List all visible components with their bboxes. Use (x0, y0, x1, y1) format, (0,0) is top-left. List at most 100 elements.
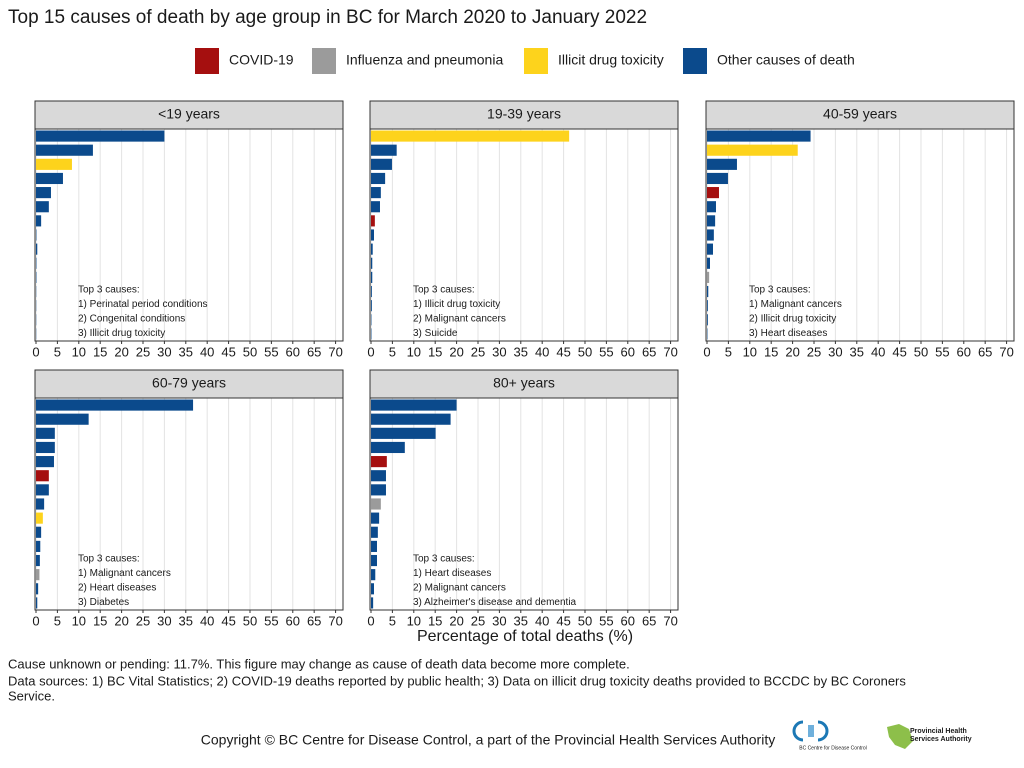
bar (371, 413, 451, 425)
panel-background (706, 129, 1014, 341)
x-tick-label: 65 (642, 613, 656, 628)
x-tick-label: 45 (556, 613, 570, 628)
bar (707, 243, 713, 255)
x-tick-label: 0 (32, 613, 39, 628)
x-tick-label: 40 (871, 344, 885, 359)
bar (36, 243, 38, 255)
bar (36, 187, 51, 199)
annotation: 3) Suicide (413, 328, 458, 339)
bar (371, 427, 436, 439)
bar (36, 456, 54, 468)
x-tick-label: 0 (367, 344, 374, 359)
bar (371, 285, 372, 298)
panel-background (370, 129, 678, 341)
x-tick-label: 25 (471, 344, 485, 359)
panel-border (369, 397, 679, 611)
x-tick-label: 55 (599, 344, 613, 359)
annotation: 2) Heart diseases (78, 583, 156, 594)
panel-background (35, 398, 343, 610)
legend-label: Influenza and pneumonia (346, 52, 503, 68)
annotation: 1) Malignant cancers (78, 568, 171, 579)
bar (371, 187, 381, 199)
bar (707, 144, 798, 156)
bar (36, 130, 165, 142)
panel-title: 19-39 years (487, 106, 561, 122)
x-tick-label: 20 (114, 344, 128, 359)
x-tick-label: 20 (114, 613, 128, 628)
annotation: 1) Heart diseases (413, 568, 491, 579)
panel-border (369, 128, 679, 342)
bar (371, 554, 377, 567)
bar (371, 583, 374, 595)
x-tick-label: 0 (367, 613, 374, 628)
strip (705, 100, 1015, 130)
bar (371, 597, 374, 609)
panel-background (35, 129, 343, 341)
x-tick-label: 45 (221, 344, 235, 359)
bar (371, 271, 373, 283)
x-tick-label: 0 (32, 344, 39, 359)
x-tick-label: 35 (179, 613, 193, 628)
bar (36, 540, 41, 552)
panel-border (34, 128, 344, 342)
x-tick-label: 65 (978, 344, 992, 359)
bar (36, 413, 89, 425)
chart-title: Top 15 causes of death by age group in B… (8, 7, 647, 28)
x-tick-label: 70 (663, 344, 677, 359)
x-tick-label: 30 (492, 613, 506, 628)
x-tick-label: 35 (514, 613, 528, 628)
bar (707, 271, 710, 283)
bar (36, 399, 194, 411)
bar (707, 229, 714, 241)
annotation: 3) Alzheimer's disease and dementia (413, 597, 577, 608)
bar (707, 257, 710, 269)
bar (36, 144, 93, 156)
bar (371, 470, 386, 482)
x-tick-label: 65 (307, 613, 321, 628)
bar (371, 215, 375, 227)
annotation: 3) Heart diseases (749, 328, 827, 339)
bar (371, 229, 374, 241)
x-tick-label: 15 (428, 613, 442, 628)
bar (371, 569, 376, 581)
x-tick-label: 45 (892, 344, 906, 359)
bar (36, 597, 38, 609)
x-tick-label: 10 (72, 613, 86, 628)
annotation: 2) Malignant cancers (413, 314, 506, 325)
bar (36, 498, 45, 510)
note: Cause unknown or pending: 11.7%. This fi… (8, 656, 630, 671)
x-tick-label: 20 (785, 344, 799, 359)
x-tick-label: 5 (54, 613, 61, 628)
annotation: Top 3 causes: (749, 285, 811, 296)
panel-title: 60-79 years (152, 375, 226, 391)
logo-text: Services Authority (910, 736, 972, 743)
strip (34, 369, 344, 399)
x-tick-label: 25 (807, 344, 821, 359)
bar (707, 158, 737, 170)
bar (707, 172, 728, 185)
x-tick-label: 30 (157, 613, 171, 628)
annotation: 2) Congenital conditions (78, 314, 185, 325)
x-tick-label: 40 (200, 344, 214, 359)
x-tick-label: 55 (264, 344, 278, 359)
x-tick-label: 10 (72, 344, 86, 359)
bar (707, 130, 811, 142)
phsa-logo: Provincial Health Services Authority (887, 724, 972, 749)
x-tick-label: 35 (179, 344, 193, 359)
x-tick-label: 30 (492, 344, 506, 359)
x-tick-label: 50 (578, 613, 592, 628)
x-tick-label: 65 (307, 344, 321, 359)
x-tick-label: 45 (221, 613, 235, 628)
panel-border (34, 397, 344, 611)
annotation: 1) Perinatal period conditions (78, 299, 208, 310)
logo-text: Provincial Health (910, 728, 967, 735)
strip (34, 100, 344, 130)
bar (371, 300, 372, 312)
bar (371, 498, 381, 510)
bar (36, 441, 55, 454)
x-tick-label: 5 (725, 344, 732, 359)
bar (36, 569, 40, 581)
bar (707, 187, 719, 199)
annotation: 1) Malignant cancers (749, 299, 842, 310)
